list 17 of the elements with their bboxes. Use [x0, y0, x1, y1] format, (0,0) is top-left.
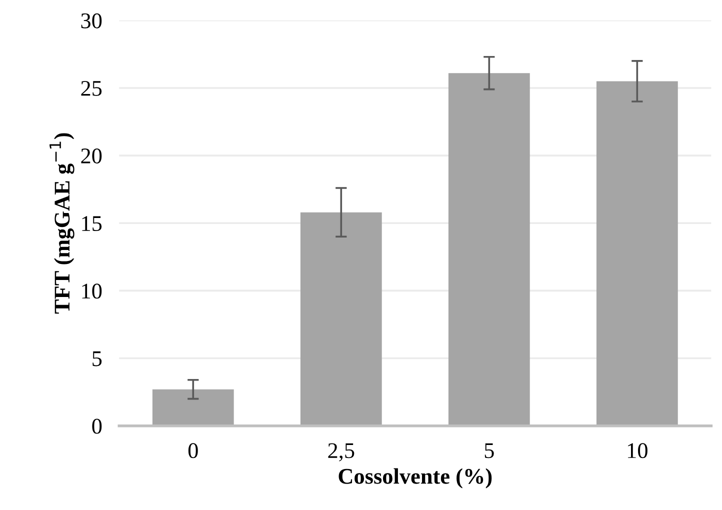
- bar: [448, 73, 530, 426]
- y-tick-label: 0: [92, 418, 102, 434]
- y-tick-label: 20: [81, 148, 102, 164]
- y-tick-label: 10: [82, 284, 102, 299]
- x-tick-label: 5: [484, 443, 494, 458]
- y-tick-label: 15: [82, 216, 102, 232]
- y-tick-label: 5: [92, 351, 102, 366]
- x-tick-label: 10: [628, 443, 648, 458]
- y-axis-title: TFT (mgGAE g$^{−1}$): [50, 133, 74, 314]
- bar: [300, 212, 382, 426]
- x-tick-label: 0: [188, 443, 198, 458]
- x-axis-title: Cossolvente (%): [338, 468, 492, 488]
- y-tick-label: 25: [81, 80, 102, 96]
- x-tick-label: 2,5: [328, 443, 354, 462]
- bar: [152, 389, 234, 426]
- bar: [596, 81, 678, 426]
- y-tick-label: 30: [81, 13, 102, 28]
